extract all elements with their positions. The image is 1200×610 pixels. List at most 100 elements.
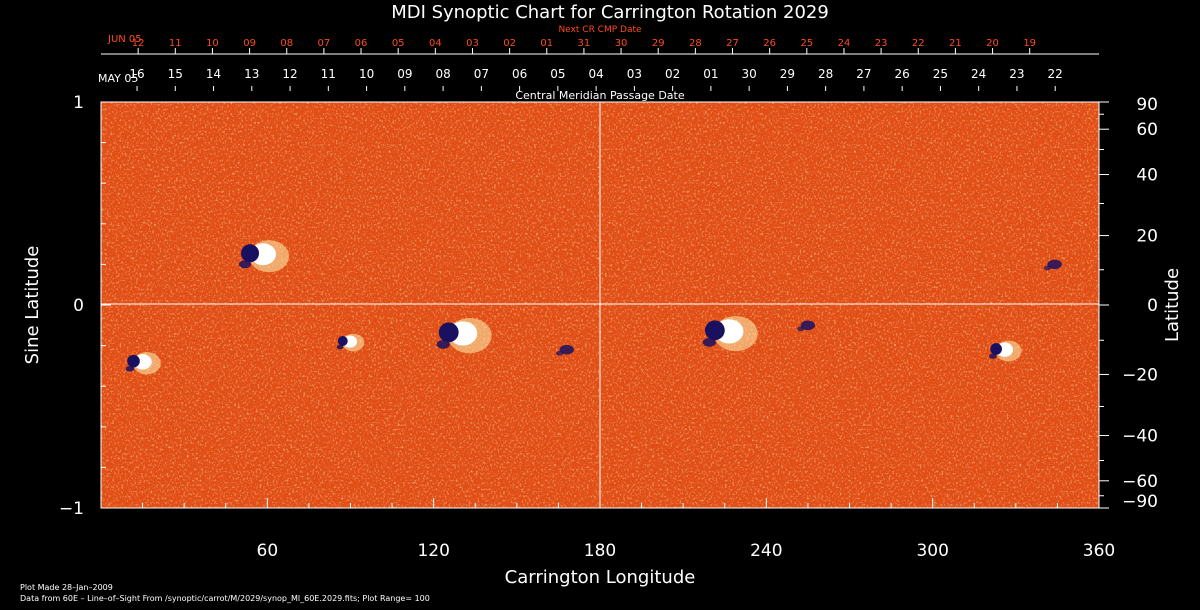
next-date-label: 10 [206, 38, 219, 49]
y-right-tick-label: 60 [1136, 120, 1158, 140]
next-date-label: 31 [578, 38, 591, 49]
region-negative [990, 343, 1002, 355]
active-region [702, 315, 758, 352]
active-region [1043, 259, 1062, 271]
next-date-label: 07 [318, 38, 331, 49]
region-negative [241, 244, 260, 263]
cmp-date-label: 13 [244, 67, 259, 81]
cmp-date-label: 07 [474, 67, 489, 81]
next-date-label: 01 [540, 38, 553, 49]
active-region [555, 344, 574, 356]
region-negative-trail [125, 366, 135, 372]
region-negative-trail [239, 260, 252, 269]
cmp-date-label: 05 [550, 67, 565, 81]
region-negative-trail [436, 340, 450, 349]
cmp-date-label: 03 [627, 67, 642, 81]
cmp-date-label: 26 [895, 67, 910, 81]
x-tick-label: 360 [1083, 541, 1115, 561]
x-tick-label: 240 [750, 541, 782, 561]
next-date-label: 04 [429, 38, 442, 49]
active-region [125, 352, 161, 375]
chart-title: MDI Synoptic Chart for Carrington Rotati… [391, 2, 829, 23]
y-axis-label-left: Sine Latitude [22, 246, 43, 365]
data-source-note: Data from 60E – Line–of–Sight From /syno… [20, 594, 430, 603]
cmp-date-label: 06 [512, 67, 527, 81]
active-region [797, 320, 816, 332]
active-region [336, 333, 365, 352]
y-right-tick-label: −20 [1122, 365, 1158, 385]
next-date-label: 22 [912, 38, 925, 49]
region-negative [1047, 259, 1062, 270]
x-tick-label: 120 [417, 541, 449, 561]
next-date-label: 03 [466, 38, 479, 49]
next-date-label: 21 [949, 38, 962, 49]
next-date-label: 06 [355, 38, 368, 49]
next-date-label: 26 [763, 38, 776, 49]
region-negative-trail [336, 344, 344, 350]
cmp-date-label: 27 [856, 67, 871, 81]
next-date-label: 20 [986, 38, 999, 49]
next-date-label: 24 [838, 38, 851, 49]
x-tick-label: 180 [584, 541, 616, 561]
cmp-date-label: 14 [206, 67, 221, 81]
region-negative [337, 336, 348, 346]
next-date-label: 29 [652, 38, 665, 49]
region-negative-trail [555, 350, 564, 356]
cmp-date-label: 24 [971, 67, 986, 81]
active-region [436, 318, 492, 354]
next-date-label: 08 [280, 38, 293, 49]
next-date-label: 28 [689, 38, 702, 49]
cmp-date-label: 23 [1009, 67, 1024, 81]
next-date-label: 11 [169, 38, 182, 49]
cmp-date-label: 10 [359, 67, 374, 81]
x-tick-label: 300 [916, 541, 948, 561]
cmp-date-label: 09 [397, 67, 412, 81]
y-right-tick-label: −40 [1122, 426, 1158, 446]
x-tick-label: 60 [257, 541, 279, 561]
cmp-date-label: 04 [588, 67, 603, 81]
region-negative [704, 320, 725, 341]
y-left-tick-label: 0 [73, 296, 84, 316]
region-negative [438, 322, 459, 343]
y-right-tick-label: 20 [1136, 227, 1158, 247]
cmp-date-label: 29 [780, 67, 795, 81]
next-date-label: 25 [800, 38, 813, 49]
cmp-date-label: 22 [1048, 67, 1063, 81]
plot-made-note: Plot Made 28–Jan–2009 [20, 583, 113, 592]
next-date-label: 23 [875, 38, 888, 49]
cmp-month-label: MAY 05 [98, 72, 138, 85]
cmp-date-label: 30 [742, 67, 757, 81]
next-date-label: 02 [503, 38, 516, 49]
next-date-label: 30 [615, 38, 628, 49]
cmp-date-label: 12 [282, 67, 297, 81]
x-axis-label: Carrington Longitude [505, 567, 696, 588]
region-negative-trail [988, 353, 997, 359]
region-negative [559, 344, 574, 355]
region-negative-trail [1043, 265, 1052, 271]
next-date-label: 09 [243, 38, 256, 49]
region-negative [127, 354, 140, 368]
cmp-date-label: 08 [435, 67, 450, 81]
y-axis-label-right: Latitude [1162, 268, 1183, 342]
cmp-axis-label: Central Meridian Passage Date [515, 89, 684, 102]
next-date-label: 05 [392, 38, 405, 49]
cmp-date-axis: 16 15 14 13 12 11 10 09 08 07 06 05 04 03 02 01 30 29 28 27… [129, 67, 1063, 91]
region-negative-trail [702, 337, 716, 347]
next-cmp-label: Next CR CMP Date [558, 25, 642, 35]
cmp-date-label: 11 [321, 67, 336, 81]
cmp-date-label: 15 [168, 67, 183, 81]
cmp-date-label: 25 [933, 67, 948, 81]
region-negative-trail [797, 326, 805, 332]
cmp-date-label: 28 [818, 67, 833, 81]
next-date-label: 27 [726, 38, 739, 49]
axes: 60 120 180 240 300 360 1 0 −1 90 60 40 20 0 −20 −40 −60−… [59, 93, 1158, 561]
y-left-tick-label: −1 [59, 499, 84, 519]
cmp-date-label: 02 [665, 67, 680, 81]
y-right-tick-label: 90 [1136, 95, 1158, 115]
cmp-date-label: 01 [703, 67, 718, 81]
region-negative [800, 320, 816, 331]
active-region [988, 340, 1022, 362]
active-region [239, 240, 290, 273]
next-date-label: 12 [132, 38, 145, 49]
